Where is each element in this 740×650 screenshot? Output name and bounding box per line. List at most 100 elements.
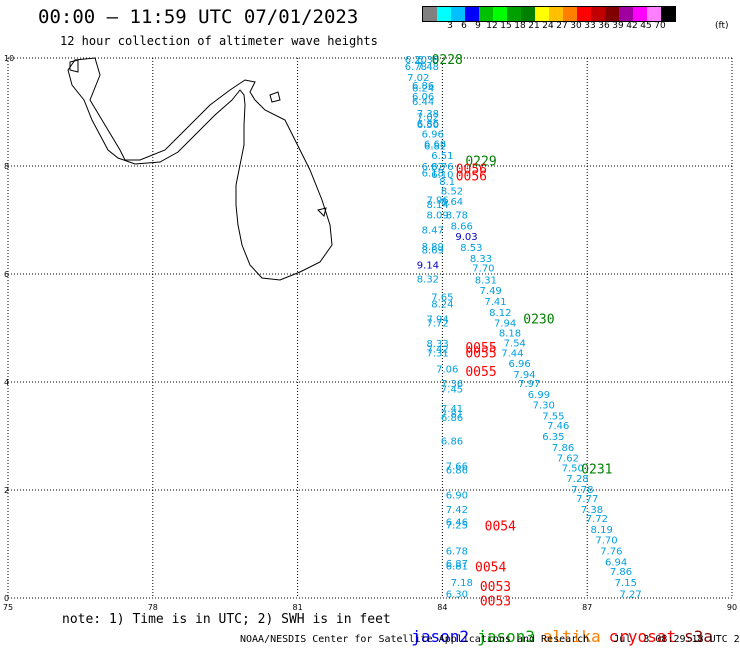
wave-height-value: 6.86 [441, 436, 463, 447]
wave-height-value: 8.1 [439, 177, 455, 188]
coast-island-3 [69, 59, 79, 73]
wave-height-value: 6.81 [446, 562, 468, 573]
wave-height-value: 7.55 [542, 411, 564, 422]
wave-height-value: 7.15 [615, 578, 637, 589]
wave-height-value: 7.41 [441, 404, 463, 415]
track-time-label: 0056 [456, 163, 487, 178]
wave-height-value: 7.38 [581, 505, 603, 516]
footer-credit: NOAA/NESDIS Center for Satellite Applica… [240, 634, 740, 645]
color-scale-tick-label: 45 [640, 21, 652, 31]
wave-height-value: 8.31 [475, 275, 497, 286]
wave-height-value: 7.70 [472, 264, 494, 275]
color-scale-unit: (ft) [715, 21, 729, 31]
wave-height-value: 6.50 [417, 120, 439, 131]
wave-height-value: 7.65 [431, 293, 453, 304]
color-scale-swatch [591, 7, 605, 21]
wave-height-value: 7.36 [441, 379, 463, 390]
wave-height-value: 7.97 [518, 379, 540, 390]
wave-height-value: 7.94 [426, 314, 448, 325]
wave-height-value: 9.14 [417, 260, 439, 271]
legend-jason3: jason3 [477, 627, 535, 646]
track-time-label: 0055 [465, 346, 496, 361]
wave-height-value: 7.46 [547, 421, 569, 432]
wave-height-value: 7.06 [436, 365, 458, 376]
wave-height-value: 7.42 [446, 505, 468, 516]
wave-height-value: 6.87 [446, 559, 468, 570]
color-scale-swatch [605, 7, 619, 21]
wave-height-value: 7.48 [417, 62, 439, 73]
wave-height-value: 8.12 [489, 308, 511, 319]
color-scale-swatch [465, 7, 479, 21]
wave-height-value: 7.25 [446, 521, 468, 532]
wave-height-value: 7.62 [557, 454, 579, 465]
wave-height-value: 6.35 [542, 432, 564, 443]
wave-height-value: 7.78 [571, 485, 593, 496]
lon-tick-label: 90 [727, 603, 737, 612]
color-scale-swatch [437, 7, 451, 21]
wave-height-value: 7.18 [451, 578, 473, 589]
lat-tick-label: 10 [4, 54, 14, 63]
color-scale-swatch [647, 7, 661, 21]
axis-ticks: 75 78 81 84 87 90 0 2 4 6 8 10 [3, 54, 737, 612]
color-scale-tick-label: 6 [461, 21, 467, 31]
wave-height-value: 6.99 [528, 390, 550, 401]
wave-height-value: 8.32 [417, 274, 439, 285]
legend-cryosat: cryosat [608, 627, 677, 646]
footer-note: note: 1) Time is in UTC; 2) SWH is in fe… [62, 612, 391, 627]
wave-height-value: 6.68 [424, 139, 446, 150]
wave-height-value: 6.24 [412, 84, 434, 95]
wave-height-value: 7.72 [426, 319, 448, 330]
coast-island-2 [317, 207, 327, 217]
wave-height-value: 9.03 [455, 232, 477, 243]
color-scale-swatch [479, 7, 493, 21]
wave-height-value: 8.33 [470, 254, 492, 265]
color-scale-tick-label: 27 [556, 21, 568, 31]
wave-height-value: 6.94 [605, 557, 627, 568]
color-scale-swatch [451, 7, 465, 21]
wave-height-value: 7.42 [426, 345, 448, 356]
wave-height-value: 6.86 [417, 119, 439, 130]
map-title: 00:00 – 11:59 UTC 07/01/2023 [38, 6, 359, 28]
lat-tick-label: 6 [4, 270, 9, 279]
color-scale-tick-label: 24 [542, 21, 554, 31]
wave-height-value: 7.94 [513, 370, 535, 381]
wave-height-value: 6.96 [422, 130, 444, 141]
color-scale-swatch [661, 7, 675, 21]
wave-height-value: 7.72 [586, 514, 608, 525]
wave-height-value: 7.54 [504, 339, 526, 350]
wave-height-value: 6.30 [446, 590, 468, 601]
wave-height-value: 8.78 [446, 211, 468, 222]
altimeter-track-values: 6.206.386.787.487.026.866.246.066.447.38… [405, 55, 642, 601]
wave-height-value: 8.47 [422, 226, 444, 237]
color-scale-swatch [549, 7, 563, 21]
lat-tick-label: 2 [4, 486, 9, 495]
wave-height-value: 8.33 [426, 339, 448, 350]
wave-height-value: 6.06 [412, 92, 434, 103]
wave-height-value: 6.46 [446, 517, 468, 528]
color-scale-tick-label: 15 [500, 21, 512, 31]
wave-height-value: 8.64 [441, 197, 463, 208]
wave-height-value: 8.14 [426, 200, 448, 211]
wave-height-value: 6.86 [441, 413, 463, 424]
color-scale-swatch [423, 7, 437, 21]
track-time-labels: 0228022900560056023000550055005502310054… [432, 53, 613, 610]
color-scale-tick-label: 9 [475, 21, 481, 31]
wave-height-value: 6.86 [412, 81, 434, 92]
wave-height-value: 7.31 [426, 348, 448, 359]
legend-jason2: jason2 [411, 627, 470, 646]
wave-height-value: 8.89 [422, 242, 444, 253]
lon-tick-label: 81 [293, 603, 303, 612]
legend-altika: altika [542, 627, 601, 646]
track-time-label: 0228 [432, 53, 463, 68]
map-subtitle: 12 hour collection of altimeter wave hei… [60, 34, 378, 48]
legend-s3a: s3a [684, 627, 713, 646]
wave-height-value: 7.27 [620, 590, 642, 601]
wave-height-value: 8.24 [431, 300, 453, 311]
wave-height-value: 7.28 [566, 474, 588, 485]
wave-height-value: 8.19 [591, 525, 613, 536]
wave-height-value: 6.38 [417, 55, 439, 66]
wave-height-value: 7.02 [417, 112, 439, 123]
track-time-label: 0053 [480, 580, 511, 595]
color-scale-swatch [577, 7, 591, 21]
